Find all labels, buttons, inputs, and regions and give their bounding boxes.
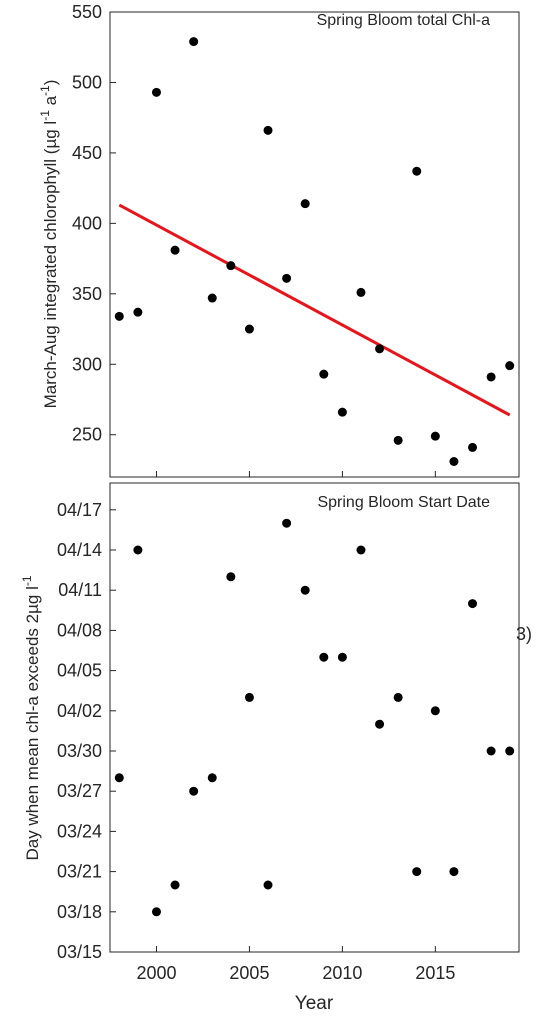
y-tick-label: 03/21 <box>57 862 102 882</box>
data-point <box>244 324 254 334</box>
data-point <box>319 369 329 379</box>
data-point <box>449 457 459 466</box>
data-point <box>207 293 217 303</box>
y-axis-label-top: March-Aug integrated chlorophyll (µg l-1… <box>38 80 60 409</box>
y-axis-ticks-bottom: 03/15 03/18 03/21 03/24 03/27 03/30 04/02 04/05… <box>57 500 116 962</box>
data-point <box>486 746 496 756</box>
y-tick-label: 04/17 <box>57 500 102 520</box>
data-point <box>263 125 273 135</box>
y-tick-label: 03/27 <box>57 781 102 801</box>
y-tick-label: 04/14 <box>57 540 102 560</box>
data-point <box>430 706 440 716</box>
data-point <box>151 907 161 917</box>
y-tick-label: 04/11 <box>58 580 102 600</box>
data-point <box>449 867 459 877</box>
data-point <box>170 880 180 890</box>
data-point <box>189 37 199 47</box>
panel-title-top: Spring Bloom total Chl-a <box>317 12 491 29</box>
data-point <box>468 599 478 609</box>
y-tick-label: 04/05 <box>57 661 102 681</box>
data-point <box>189 786 199 796</box>
data-point <box>207 773 217 783</box>
x-tick-label: 2010 <box>322 963 362 983</box>
y-tick-label: 550 <box>72 2 102 22</box>
y-tick-label: 03/18 <box>57 902 102 922</box>
x-axis-ticks-bottom: 2000 2005 2010 2015 <box>136 946 455 983</box>
y-tick-label: 400 <box>72 213 102 233</box>
y-tick-label: 500 <box>72 72 102 92</box>
data-point <box>505 746 515 756</box>
y-tick-label: 04/02 <box>57 701 102 721</box>
x-tick-label: 2000 <box>136 963 176 983</box>
x-axis-label: Year <box>295 993 334 1014</box>
data-point <box>133 307 143 317</box>
data-point <box>319 652 329 662</box>
data-point <box>356 545 366 555</box>
data-point <box>337 407 347 417</box>
x-tick-label: 2015 <box>415 963 455 983</box>
data-point <box>375 344 385 354</box>
y-tick-label: 350 <box>72 284 102 304</box>
panel-title-bottom: Spring Bloom Start Date <box>317 494 490 511</box>
panel-start-date: 03/15 03/18 03/21 03/24 03/27 03/30 04/02 04/05… <box>20 482 520 1014</box>
x-tick-label: 2005 <box>229 963 269 983</box>
data-point <box>468 442 478 452</box>
y-tick-label: 450 <box>72 143 102 163</box>
y-axis-ticks-top: 250 300 350 400 450 500 550 <box>72 2 116 445</box>
data-point <box>393 692 403 702</box>
data-point <box>412 867 422 877</box>
x-axis-ticks-top <box>155 471 436 477</box>
panel-chlorophyll: 250 300 350 400 450 500 550 Spring Bloom total… <box>38 2 520 478</box>
stray-label: 3) <box>516 624 532 644</box>
data-point <box>282 518 292 528</box>
data-point <box>337 652 347 662</box>
plot-area-top <box>109 11 520 478</box>
y-tick-label: 250 <box>72 425 102 445</box>
data-point <box>170 245 180 255</box>
data-point <box>133 545 143 555</box>
data-point <box>226 572 236 582</box>
data-point <box>356 287 366 297</box>
data-point <box>412 166 422 176</box>
data-points-top <box>114 37 515 466</box>
y-tick-label: 03/30 <box>57 741 102 761</box>
data-point <box>300 585 310 595</box>
y-tick-label: 03/15 <box>57 942 102 962</box>
data-point <box>114 311 124 321</box>
data-points-bottom <box>114 518 515 917</box>
data-point <box>244 692 254 702</box>
data-point <box>263 880 273 890</box>
plot-area-bottom <box>109 482 520 953</box>
data-point <box>393 435 403 445</box>
trend-line <box>118 203 511 417</box>
data-point <box>300 199 310 209</box>
data-point <box>505 361 515 371</box>
data-point <box>282 273 292 283</box>
y-tick-label: 03/24 <box>57 821 102 841</box>
y-tick-label: 04/08 <box>57 620 102 640</box>
data-point <box>114 773 124 783</box>
data-point <box>430 431 440 441</box>
data-point <box>226 261 236 271</box>
data-point <box>151 87 161 97</box>
data-point <box>375 719 385 729</box>
y-tick-label: 300 <box>72 354 102 374</box>
data-point <box>486 372 496 382</box>
y-axis-label-bottom: Day when mean chl-a exceeds 2µg l-1 <box>20 575 42 860</box>
